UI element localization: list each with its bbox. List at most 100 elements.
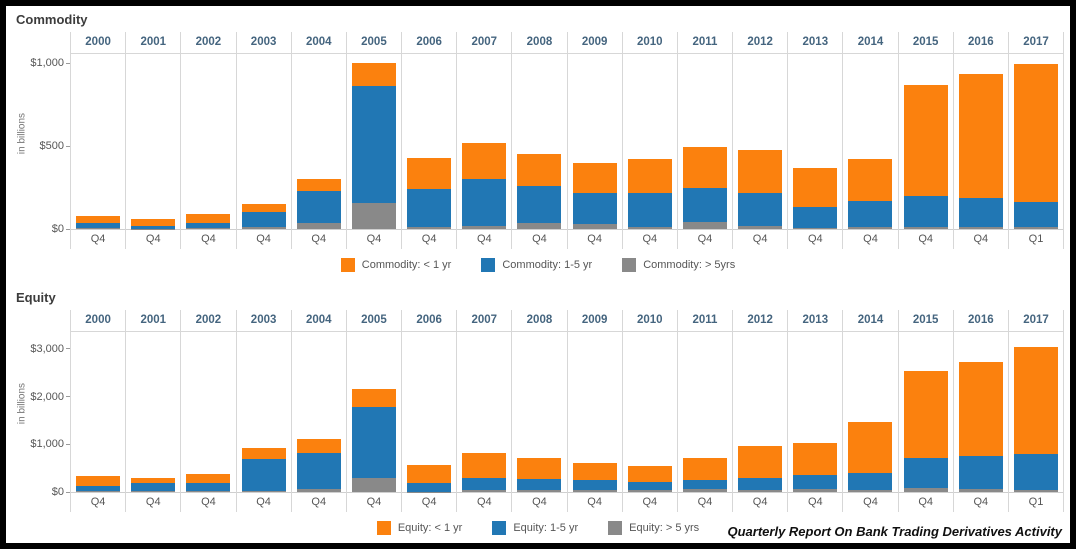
bar-segment[interactable]: [793, 474, 838, 489]
quarter-label[interactable]: Q4: [587, 233, 602, 245]
bar-segment[interactable]: [241, 203, 286, 213]
bar-segment[interactable]: [572, 490, 617, 492]
quarter-label[interactable]: Q4: [697, 496, 713, 508]
bar-segment[interactable]: [848, 226, 893, 229]
bar-segment[interactable]: [738, 150, 783, 194]
bar-segment[interactable]: [627, 466, 672, 483]
bar-segment[interactable]: [1014, 226, 1058, 229]
bar-segment[interactable]: [351, 203, 396, 229]
bar-segment[interactable]: [296, 488, 341, 492]
bar-segment[interactable]: [682, 146, 727, 189]
quarter-label[interactable]: Q4: [90, 496, 106, 508]
quarter-label[interactable]: Q4: [863, 496, 878, 508]
bar-segment[interactable]: [958, 455, 1003, 490]
quarter-label[interactable]: Q4: [752, 496, 768, 508]
bar-segment[interactable]: [738, 225, 783, 229]
bar-segment[interactable]: [407, 158, 452, 189]
year-label[interactable]: 2001: [126, 310, 181, 332]
quarter-label[interactable]: Q4: [587, 496, 602, 508]
year-label[interactable]: 2005: [346, 310, 402, 332]
quarter-label[interactable]: Q4: [642, 233, 658, 245]
bar-segment[interactable]: [572, 193, 617, 224]
bar-segment[interactable]: [682, 480, 727, 490]
bar-segment[interactable]: [738, 446, 783, 479]
bar-segment[interactable]: [517, 223, 562, 229]
bar-segment[interactable]: [462, 477, 507, 491]
bar-segment[interactable]: [903, 488, 948, 492]
bar-segment[interactable]: [186, 228, 231, 229]
bar-segment[interactable]: [682, 489, 727, 492]
bar-segment[interactable]: [793, 442, 838, 475]
bar-segment[interactable]: [1014, 346, 1058, 454]
bar-segment[interactable]: [958, 74, 1003, 198]
bar-segment[interactable]: [958, 489, 1003, 492]
bar-segment[interactable]: [351, 389, 396, 408]
bar-segment[interactable]: [793, 167, 838, 208]
quarter-label[interactable]: Q4: [311, 496, 327, 508]
bar-segment[interactable]: [572, 480, 617, 491]
bar-segment[interactable]: [517, 479, 562, 491]
bar-segment[interactable]: [738, 490, 783, 492]
bar-segment[interactable]: [407, 483, 452, 492]
bar-segment[interactable]: [793, 228, 838, 229]
year-label[interactable]: 2007: [457, 310, 512, 332]
quarter-label[interactable]: Q1: [1028, 496, 1044, 508]
bar-segment[interactable]: [1014, 63, 1058, 202]
quarter-label[interactable]: Q4: [145, 233, 161, 245]
legend-item[interactable]: Equity: > 5 yrs: [608, 521, 699, 535]
bar-segment[interactable]: [407, 188, 452, 227]
year-label[interactable]: 2004: [291, 32, 346, 54]
bar-segment[interactable]: [462, 452, 507, 478]
bar-segment[interactable]: [407, 227, 452, 229]
bar-segment[interactable]: [848, 473, 893, 490]
year-label[interactable]: 2002: [181, 32, 236, 54]
quarter-label[interactable]: Q4: [256, 233, 271, 245]
quarter-label[interactable]: Q4: [532, 496, 547, 508]
year-label[interactable]: 2017: [1008, 310, 1064, 332]
bar-segment[interactable]: [76, 490, 121, 492]
quarter-label[interactable]: Q4: [807, 233, 823, 245]
bar-segment[interactable]: [186, 474, 231, 484]
year-label[interactable]: 2013: [788, 32, 843, 54]
bar-segment[interactable]: [462, 226, 507, 229]
quarter-label[interactable]: Q4: [476, 496, 492, 508]
bar-segment[interactable]: [186, 491, 231, 492]
bar-segment[interactable]: [186, 223, 231, 229]
quarter-label[interactable]: Q4: [145, 496, 161, 508]
bar-segment[interactable]: [517, 185, 562, 224]
bar-segment[interactable]: [186, 214, 231, 224]
quarter-label[interactable]: Q4: [256, 496, 271, 508]
bar-segment[interactable]: [738, 478, 783, 491]
quarter-label[interactable]: Q4: [421, 496, 437, 508]
bar-segment[interactable]: [1014, 201, 1058, 227]
year-label[interactable]: 2000: [71, 310, 126, 332]
bar-segment[interactable]: [572, 224, 617, 229]
year-label[interactable]: 2002: [181, 310, 236, 332]
quarter-label[interactable]: Q4: [366, 233, 382, 245]
bar-segment[interactable]: [296, 453, 341, 489]
bar-segment[interactable]: [793, 207, 838, 229]
bar-segment[interactable]: [351, 407, 396, 478]
bar-segment[interactable]: [462, 490, 507, 492]
quarter-label[interactable]: Q4: [973, 496, 989, 508]
bar-segment[interactable]: [1014, 490, 1058, 492]
bar-segment[interactable]: [241, 212, 286, 227]
year-label[interactable]: 2001: [126, 32, 181, 54]
bar-segment[interactable]: [682, 188, 727, 223]
bar-segment[interactable]: [682, 222, 727, 229]
quarter-label[interactable]: Q4: [918, 233, 933, 245]
quarter-label[interactable]: Q4: [973, 233, 989, 245]
year-label[interactable]: 2008: [512, 32, 567, 54]
bar-segment[interactable]: [903, 226, 948, 229]
legend-item[interactable]: Equity: < 1 yr: [376, 521, 462, 535]
legend-item[interactable]: Commodity: < 1 yr: [340, 258, 451, 272]
legend-item[interactable]: Equity: 1-5 yr: [492, 521, 578, 535]
bar-segment[interactable]: [407, 464, 452, 484]
year-label[interactable]: 2015: [898, 310, 953, 332]
bar-segment[interactable]: [296, 438, 341, 454]
bar-segment[interactable]: [517, 154, 562, 186]
year-label[interactable]: 2000: [71, 32, 126, 54]
bar-segment[interactable]: [131, 219, 176, 226]
year-label[interactable]: 2003: [236, 32, 291, 54]
bar-segment[interactable]: [627, 490, 672, 492]
